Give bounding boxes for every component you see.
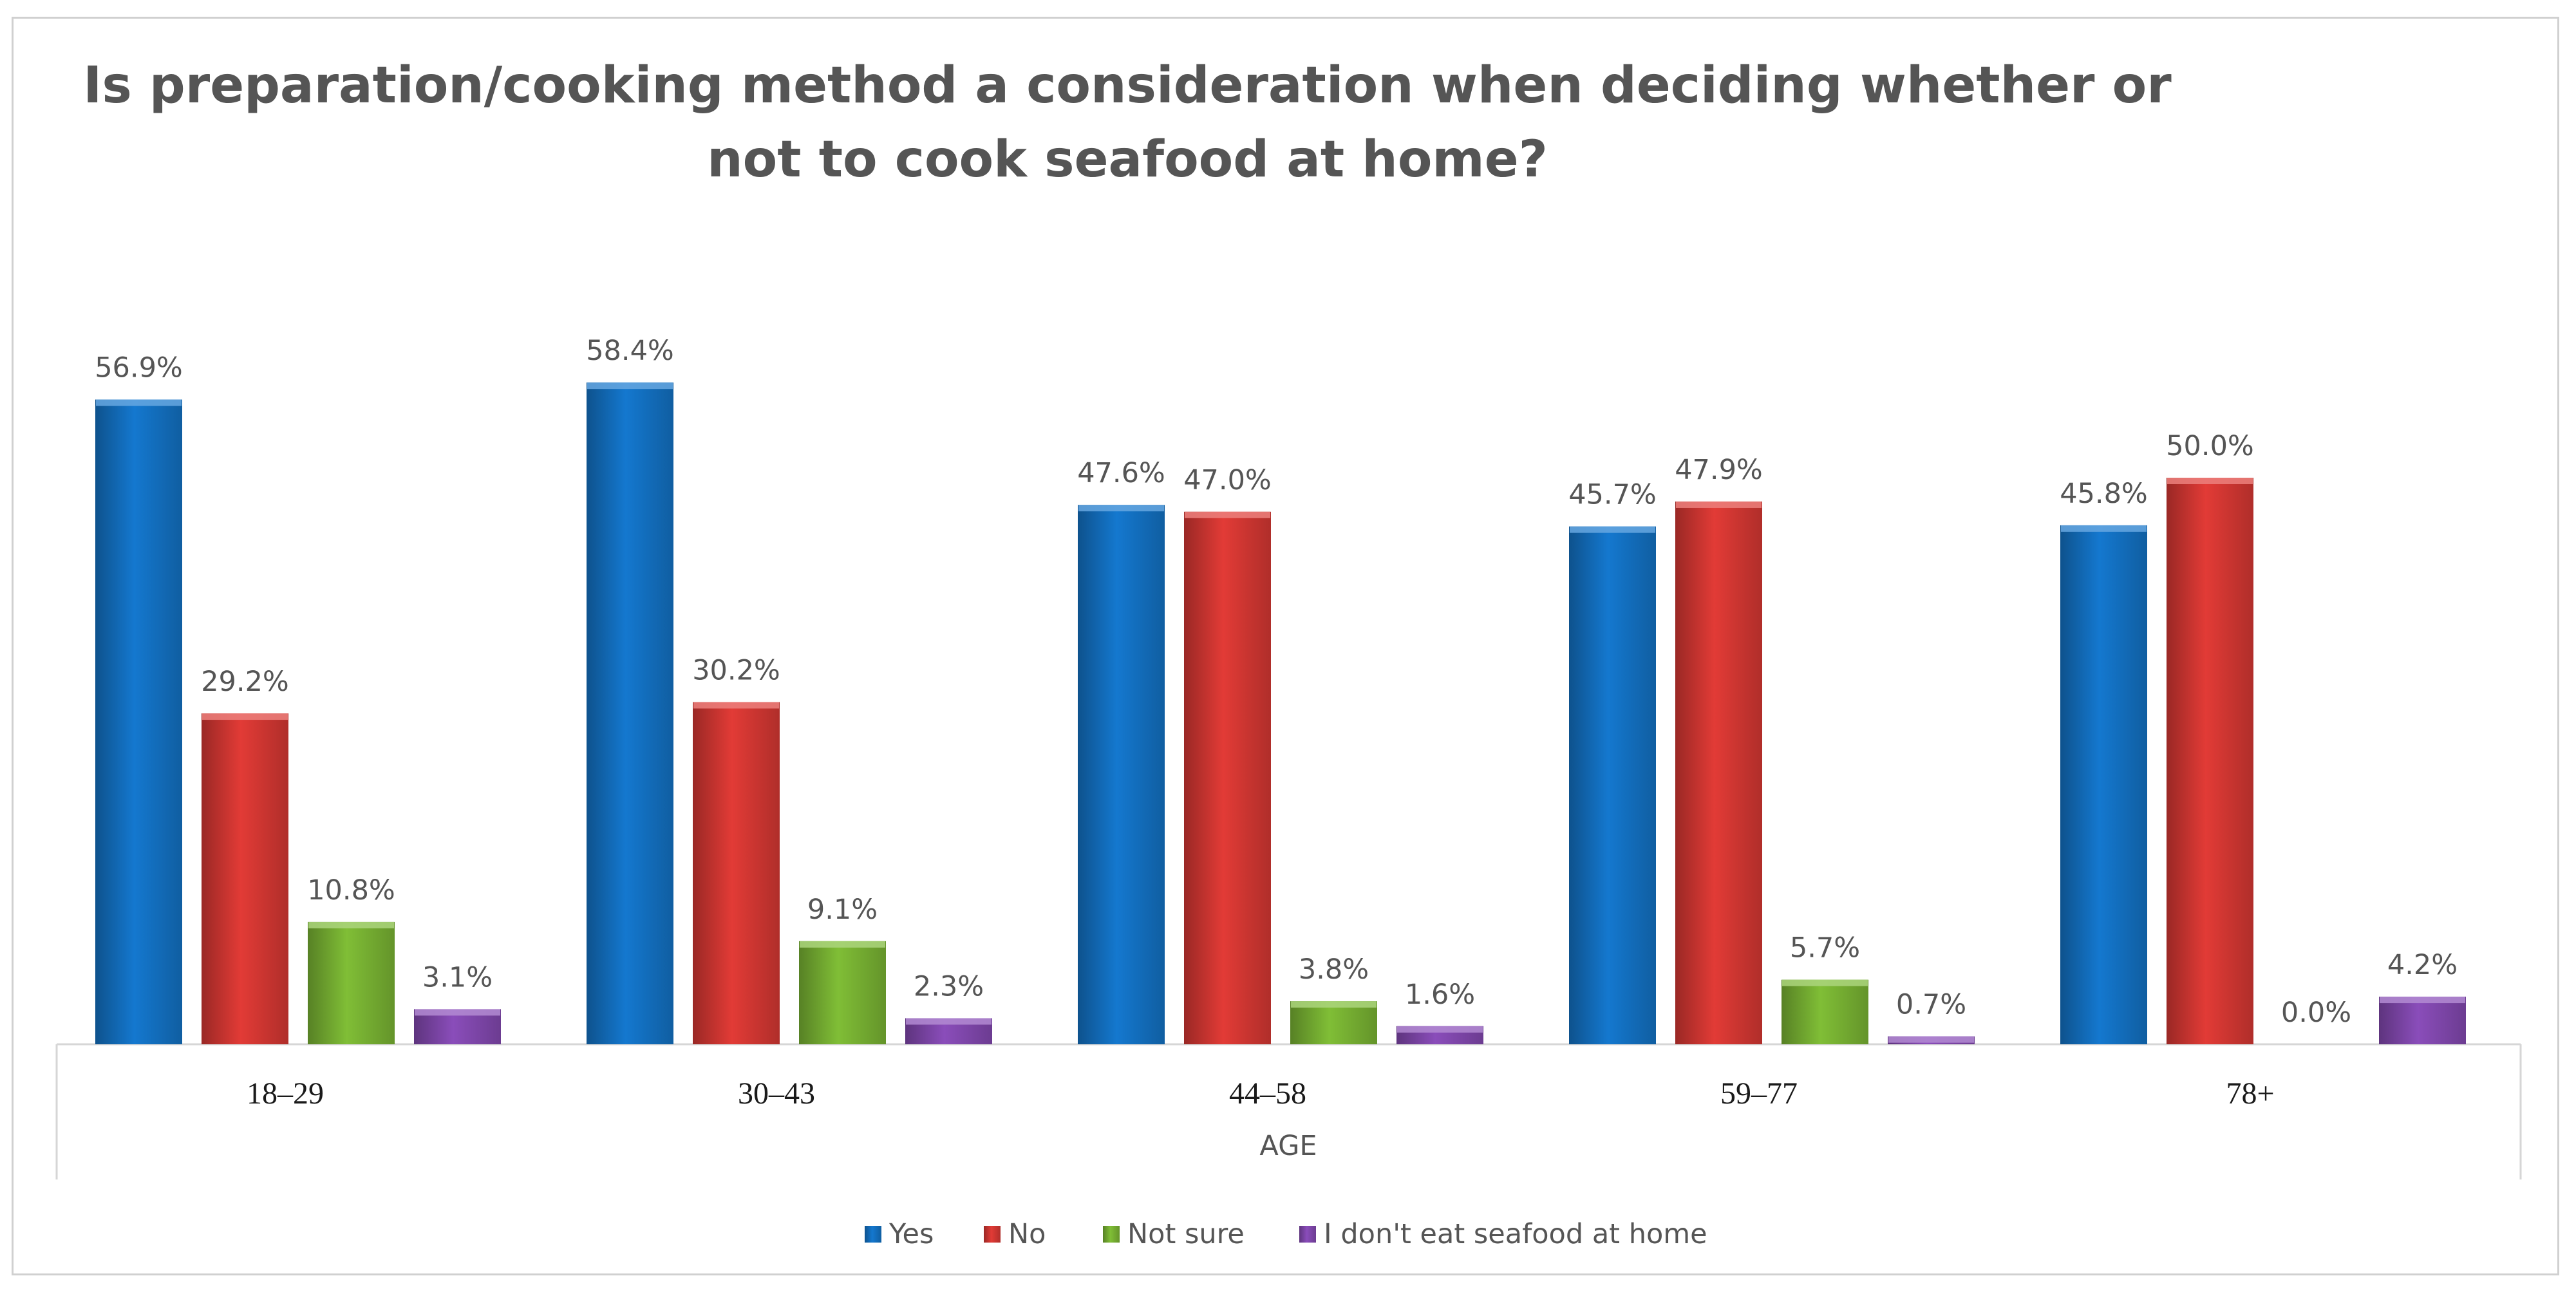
bar-highlight-not-sure-18-29 — [308, 921, 394, 928]
value-label-i-don-t-eat-seafood-at-home-44-58: 1.6% — [1405, 979, 1475, 1011]
category-label-44-58: 44–58 — [1229, 1076, 1306, 1111]
bar-highlight-no-78 — [2167, 478, 2253, 484]
category-label-30-43: 30–43 — [738, 1076, 815, 1111]
bar-not-sure-18-29 — [308, 921, 395, 1044]
value-label-yes-30-43: 58.4% — [586, 335, 674, 367]
bar-no-30-43 — [693, 702, 780, 1044]
bars-group — [95, 382, 2466, 1045]
bar-no-59-77 — [1675, 501, 1762, 1044]
category-label-18-29: 18–29 — [247, 1076, 324, 1111]
bar-no-78 — [2167, 478, 2253, 1044]
bar-chart: Is preparation/cooking method a consider… — [55, 57, 2522, 1250]
legend-swatch-i-don-t-eat-seafood-at-home — [1299, 1226, 1316, 1243]
value-label-not-sure-18-29: 10.8% — [307, 874, 395, 906]
chart-title-line-2: not to cook seafood at home? — [707, 131, 1548, 189]
value-label-not-sure-78: 0.0% — [2281, 997, 2351, 1029]
bar-highlight-yes-59-77 — [1570, 526, 1655, 533]
bar-highlight-no-30-43 — [693, 702, 779, 709]
bar-highlight-yes-30-43 — [587, 382, 673, 390]
value-label-i-don-t-eat-seafood-at-home-18-29: 3.1% — [422, 961, 493, 993]
bar-highlight-i-don-t-eat-seafood-at-home-44-58 — [1397, 1026, 1483, 1033]
bar-not-sure-30-43 — [799, 941, 886, 1044]
bar-yes-30-43 — [587, 382, 673, 1045]
category-labels-group: 18–29 30–43 44–58 59–77 78+ — [247, 1076, 2275, 1111]
value-label-yes-44-58: 47.6% — [1077, 457, 1165, 489]
legend-swatch-not-sure — [1103, 1226, 1120, 1243]
bar-no-44-58 — [1184, 511, 1271, 1044]
bar-highlight-no-44-58 — [1185, 511, 1270, 518]
bar-highlight-no-59-77 — [1676, 501, 1762, 508]
value-labels-group: 56.9% 29.2% 10.8% 3.1% 58.4% 30.2% 9.1% 2.3% 47.… — [95, 335, 2458, 1029]
value-label-i-don-t-eat-seafood-at-home-30-43: 2.3% — [914, 971, 984, 1003]
chart-frame: Is preparation/cooking method a consider… — [12, 17, 2559, 1275]
value-label-no-18-29: 29.2% — [201, 666, 289, 698]
bar-highlight-i-don-t-eat-seafood-at-home-30-43 — [906, 1018, 992, 1025]
chart-title-line-1: Is preparation/cooking method a consider… — [83, 57, 2172, 115]
value-label-not-sure-44-58: 3.8% — [1299, 953, 1369, 986]
value-label-i-don-t-eat-seafood-at-home-78: 4.2% — [2387, 949, 2458, 981]
bar-yes-18-29 — [95, 399, 182, 1044]
bar-i-don-t-eat-seafood-at-home-78 — [2379, 997, 2466, 1044]
legend-label-yes: Yes — [888, 1218, 934, 1250]
value-label-no-78: 50.0% — [2166, 430, 2254, 462]
legend: Yes No Not sure I don't eat seafood at home — [865, 1218, 1707, 1250]
bar-highlight-i-don-t-eat-seafood-at-home-18-29 — [415, 1009, 500, 1016]
legend-swatch-no — [984, 1226, 1001, 1243]
bar-not-sure-44-58 — [1290, 1001, 1377, 1044]
bar-highlight-i-don-t-eat-seafood-at-home-59-77 — [1888, 1036, 1974, 1043]
x-axis-title: AGE — [1259, 1130, 1317, 1162]
bar-highlight-yes-78 — [2061, 525, 2147, 532]
value-label-no-59-77: 47.9% — [1675, 454, 1763, 486]
legend-swatch-yes — [865, 1226, 881, 1243]
legend-label-i-don-t-eat-seafood-at-home: I don't eat seafood at home — [1324, 1218, 1707, 1250]
value-label-i-don-t-eat-seafood-at-home-59-77: 0.7% — [1896, 989, 1966, 1021]
value-label-yes-59-77: 45.7% — [1568, 479, 1657, 511]
value-label-not-sure-30-43: 9.1% — [807, 894, 878, 926]
value-label-not-sure-59-77: 5.7% — [1790, 932, 1860, 964]
bar-yes-78 — [2060, 525, 2147, 1044]
bar-highlight-yes-18-29 — [96, 399, 182, 406]
legend-label-no: No — [1008, 1218, 1046, 1250]
value-label-no-44-58: 47.0% — [1183, 464, 1272, 496]
value-label-no-30-43: 30.2% — [692, 654, 780, 686]
bar-highlight-not-sure-30-43 — [800, 941, 885, 948]
value-label-yes-18-29: 56.9% — [95, 352, 183, 384]
value-label-yes-78: 45.8% — [2060, 478, 2148, 510]
bar-highlight-no-18-29 — [202, 713, 288, 720]
category-label-59-77: 59–77 — [1720, 1076, 1798, 1111]
bar-not-sure-59-77 — [1782, 979, 1868, 1044]
category-label-78: 78+ — [2226, 1076, 2274, 1111]
legend-label-not-sure: Not sure — [1127, 1218, 1245, 1250]
bar-no-18-29 — [202, 713, 288, 1044]
bar-yes-44-58 — [1078, 505, 1165, 1044]
bar-highlight-not-sure-44-58 — [1291, 1001, 1377, 1008]
bar-highlight-yes-44-58 — [1078, 505, 1164, 512]
bar-yes-59-77 — [1569, 526, 1656, 1044]
bar-highlight-i-don-t-eat-seafood-at-home-78 — [2380, 997, 2465, 1004]
bar-highlight-not-sure-59-77 — [1782, 979, 1868, 986]
